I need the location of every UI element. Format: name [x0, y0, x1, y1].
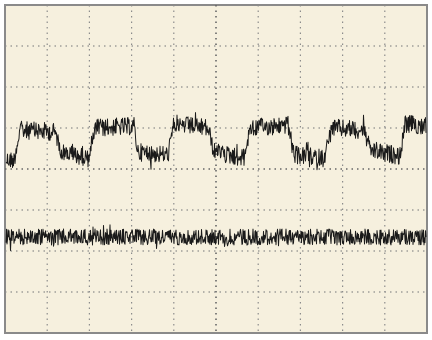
page: (() => { const NS = 'http://www.w3.org/2… [0, 0, 432, 340]
oscilloscope-screen [0, 0, 432, 340]
